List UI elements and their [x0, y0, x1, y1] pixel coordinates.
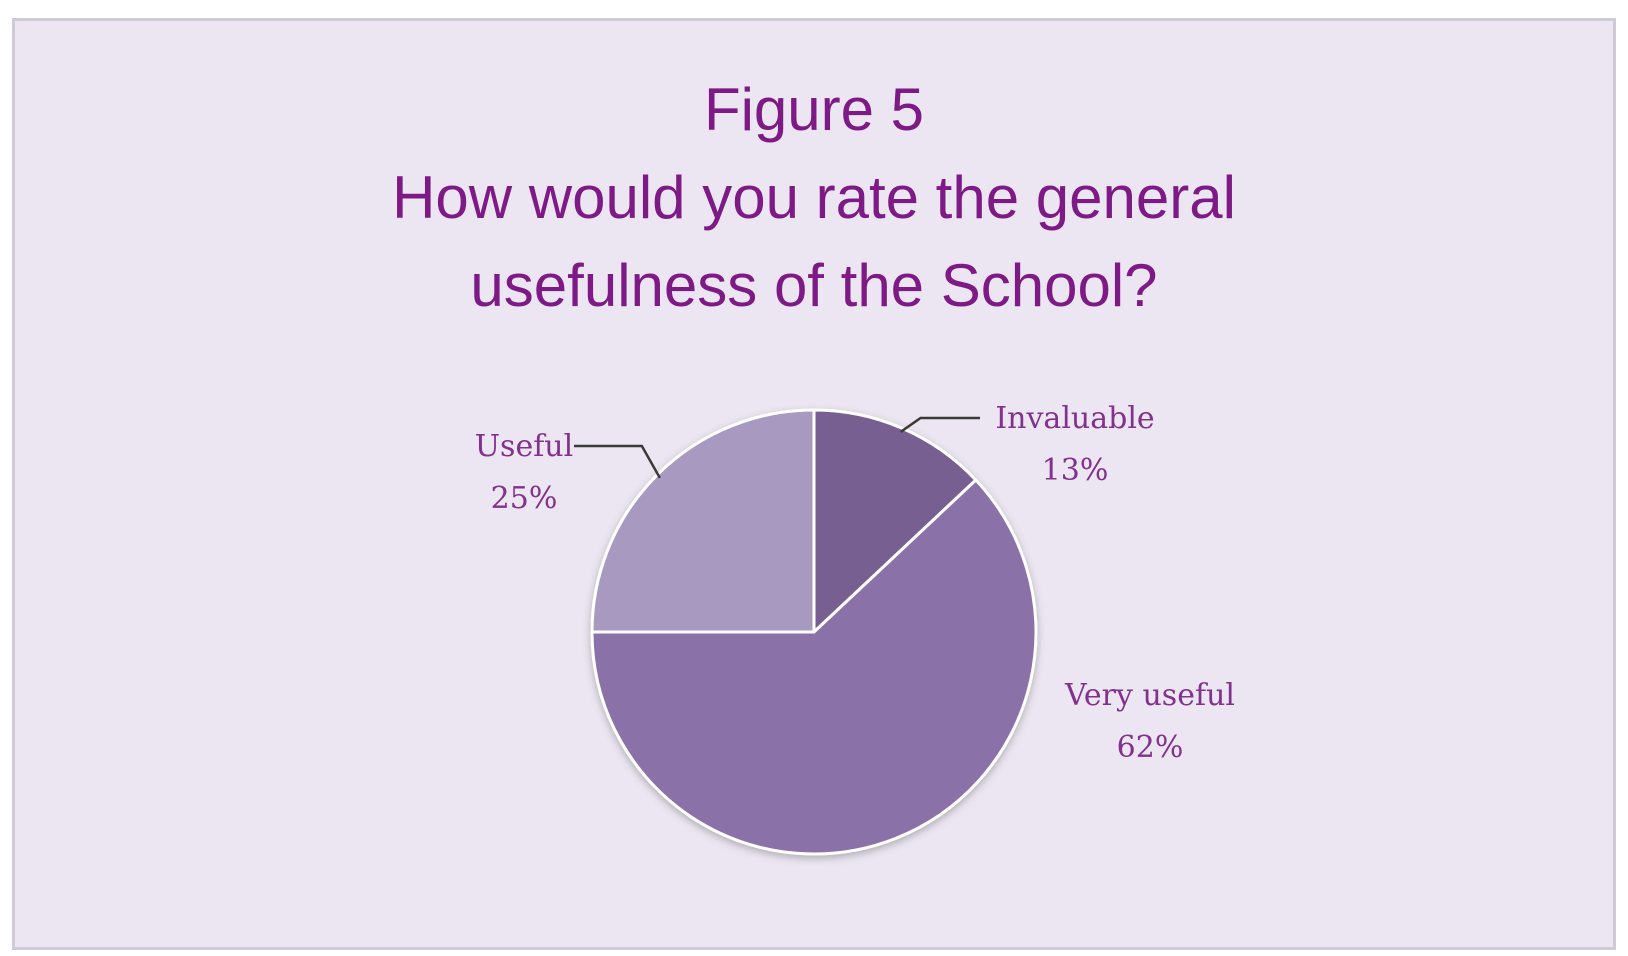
data-label-category: Useful [475, 429, 573, 464]
leader-line [574, 444, 661, 479]
chart-title: Figure 5 How would you rate the general … [0, 66, 1628, 330]
leader-line [899, 416, 980, 433]
chart-title-line-1: Figure 5 [703, 76, 925, 143]
data-label-value: 13% [1042, 453, 1109, 488]
pie-slice-useful [590, 408, 816, 634]
pie-labels: Invaluable 13% Very useful 62% Useful 25% [475, 401, 1235, 765]
data-label-category: Invaluable [995, 401, 1154, 436]
data-label-value: 25% [491, 481, 558, 516]
chart-title-line-2: How would you rate the general [392, 164, 1236, 231]
pie-slices [590, 408, 1038, 856]
chart-title-line-3: usefulness of the School? [470, 252, 1158, 319]
data-label-category: Very useful [1064, 678, 1235, 713]
pie-slice-very-useful [590, 478, 1038, 856]
pie-slice-invaluable [812, 408, 978, 634]
data-label-value: 62% [1117, 730, 1184, 765]
